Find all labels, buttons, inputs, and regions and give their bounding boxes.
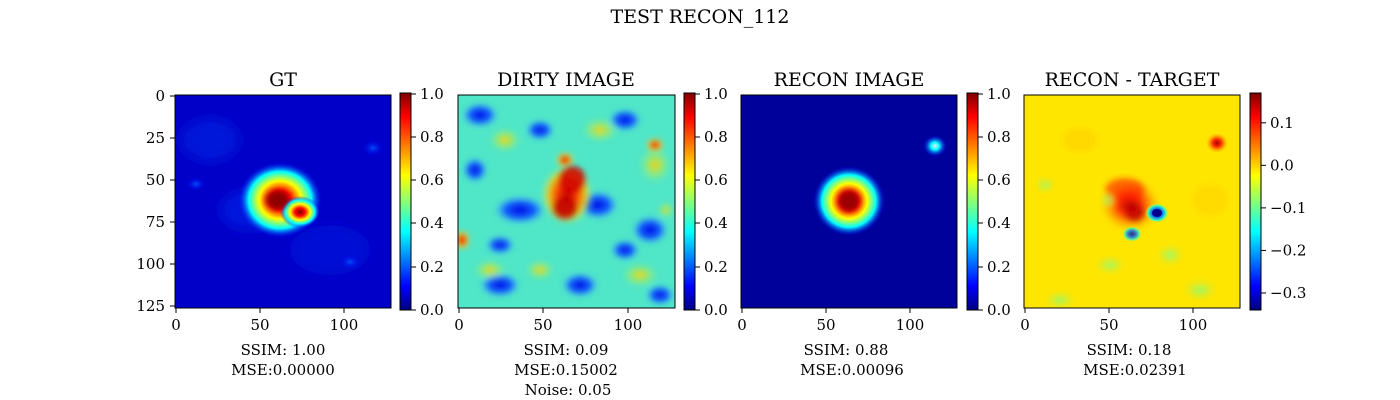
y-tick-label: 100 [136,255,165,273]
colorbar-tick-label: 0.0 [420,301,444,319]
colorbar-tick-label: 0.4 [704,214,728,232]
colorbar: 0.0 0.2 0.4 0.6 0.8 1.0 [966,85,1011,319]
y-tick-label: 75 [146,213,165,231]
x-tick-label: 50 [533,316,552,334]
x-tick-label: 50 [1099,316,1118,334]
axes-frame [174,94,392,309]
colorbar-tick-label: 0.6 [420,171,444,189]
x-tick-label: 0 [737,316,747,334]
mse-label: MSE:0.02391 [1083,361,1187,379]
x-tick-label: 50 [250,316,269,334]
x-tick-label: 100 [614,316,643,334]
mse-label: MSE:0.00096 [800,361,904,379]
y-tick-label: 25 [146,129,165,147]
colorbar-tick-label: 0.2 [420,258,444,276]
axes-frame [457,94,676,309]
x-tick-label: 0 [454,316,464,334]
metrics-caption: SSIM: 1.00 MSE:0.00000 [231,341,335,379]
panel-title: GT [269,69,297,91]
x-tick-label: 0 [1020,316,1030,334]
heatmap-image [175,95,391,308]
colorbar: −0.3 −0.2 −0.1 0.0 0.1 [1249,92,1306,311]
ssim-label: SSIM: 0.18 [1087,341,1172,359]
x-tick-label: 50 [816,316,835,334]
colorbar-tick-label: 1.0 [987,85,1011,103]
x-axis: 0 50 100 [737,308,924,334]
x-axis: 0 50 100 [454,308,642,334]
colorbar: 0.0 0.2 0.4 0.6 0.8 1.0 [399,85,444,319]
ssim-label: SSIM: 1.00 [241,341,326,359]
colorbar-tick-label: −0.3 [1270,284,1306,302]
panel-recon-minus-target: RECON - TARGET 0 [1020,69,1306,379]
colorbar-tick-label: −0.2 [1270,241,1306,259]
ssim-label: SSIM: 0.09 [524,341,609,359]
axes-frame [740,94,958,309]
x-tick-label: 100 [1179,316,1208,334]
metrics-caption: SSIM: 0.18 MSE:0.02391 [1083,341,1187,379]
colorbar-tick-label: 0.6 [987,171,1011,189]
x-axis: 0 50 100 [171,308,358,334]
colorbar: 0.0 0.2 0.4 0.6 0.8 1.0 [683,85,728,319]
colorbar-tick-label: 1.0 [704,85,728,103]
mse-label: MSE:0.15002 [514,361,618,379]
colorbar-tick-label: 0.4 [987,214,1011,232]
colorbar-tick-label: 0.8 [987,128,1011,146]
colorbar-tick-label: 0.0 [1270,156,1294,174]
heatmap-image [741,95,957,308]
x-tick-label: 100 [896,316,925,334]
y-axis: 0 25 50 75 100 125 [136,87,175,315]
panel-recon-image: RECON IMAGE 0 50 100 SSIM: 0.88 MSE:0.00… [737,69,1011,379]
panel-title: DIRTY IMAGE [497,69,635,91]
metrics-caption: SSIM: 0.88 MSE:0.00096 [800,341,904,379]
y-tick-label: 0 [155,87,165,105]
y-tick-label: 50 [146,171,165,189]
colorbar-tick-label: 0.0 [987,301,1011,319]
x-tick-label: 0 [171,316,181,334]
colorbar-tick-label: 0.2 [987,258,1011,276]
colorbar-tick-label: 0.0 [704,301,728,319]
colorbar-tick-label: 0.2 [704,258,728,276]
panel-title: RECON IMAGE [774,69,925,91]
x-tick-label: 100 [330,316,359,334]
ssim-label: SSIM: 0.88 [804,341,889,359]
mse-label: MSE:0.00000 [231,361,335,379]
panel-dirty-image: DIRTY IMAGE [454,69,728,399]
axes-frame [1023,94,1241,309]
panel-title: RECON - TARGET [1045,69,1220,91]
colorbar-tick-label: 0.1 [1270,114,1294,132]
figure-title: TEST RECON_112 [611,6,790,28]
colorbar-tick-label: 0.8 [704,128,728,146]
metrics-caption: SSIM: 0.09 MSE:0.15002 Noise: 0.05 [514,341,618,399]
heatmap-image [458,95,675,308]
colorbar-tick-label: −0.1 [1270,199,1306,217]
y-tick-label: 125 [136,297,165,315]
noise-label: Noise: 0.05 [525,381,612,399]
colorbar-tick-label: 1.0 [420,85,444,103]
heatmap-image [1024,95,1240,308]
colorbar-tick-label: 0.8 [420,128,444,146]
x-axis: 0 50 100 [1020,308,1207,334]
colorbar-tick-label: 0.4 [420,214,444,232]
colorbar-tick-label: 0.6 [704,171,728,189]
panel-gt: GT 0 25 50 75 100 [136,69,444,379]
